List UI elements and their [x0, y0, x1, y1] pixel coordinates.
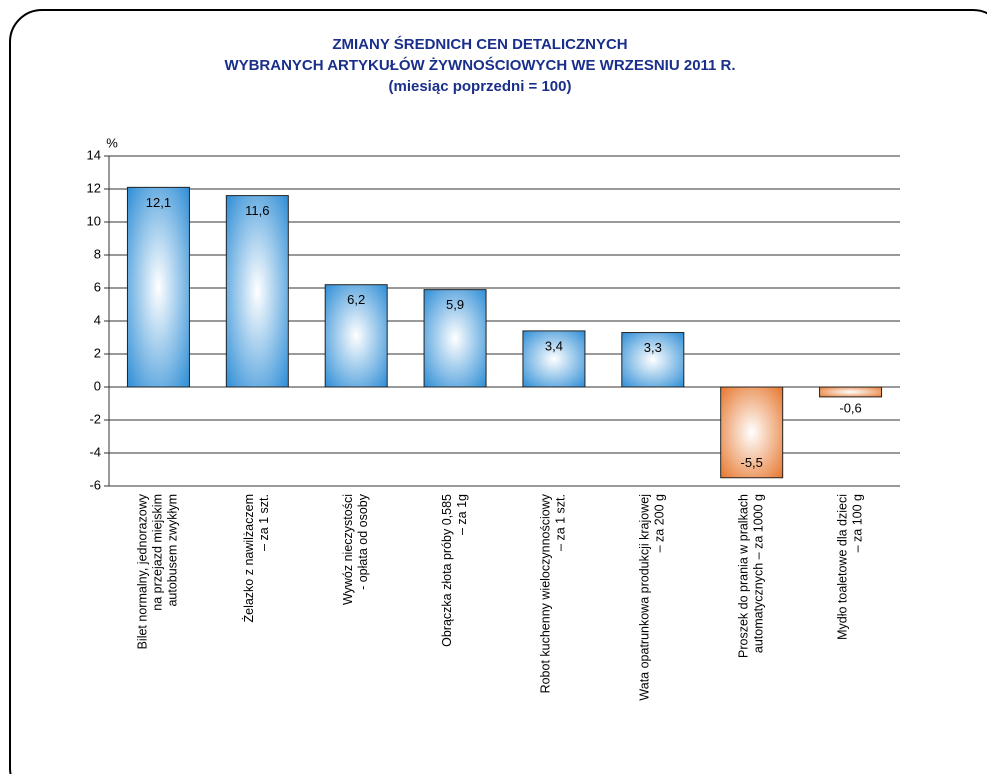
x-tick-label: Obrączka złota próby 0,585	[440, 494, 454, 647]
x-tick-label: – za 100 g	[850, 494, 864, 552]
bar	[126, 186, 190, 388]
x-tick-label: – za 200 g	[653, 494, 667, 552]
data-label: 3,4	[545, 338, 563, 353]
x-tick-label: - opłata od osoby	[356, 493, 370, 590]
frame	[9, 9, 987, 774]
x-tick-label: na przejazd miejskim	[151, 494, 165, 611]
y-tick-label: 6	[94, 279, 101, 294]
data-label: 6,2	[347, 292, 365, 307]
y-tick-label: 4	[94, 312, 101, 327]
y-tick-label: 8	[94, 246, 101, 261]
bar	[819, 386, 883, 398]
x-tick-label: automatycznych – za 1000 g	[751, 494, 765, 653]
bar	[423, 289, 487, 388]
x-tick-label: Robot kuchenny wieloczynnościowy	[539, 493, 553, 693]
y-tick-label: 12	[87, 180, 101, 195]
y-tick-label: -2	[89, 411, 101, 426]
x-tick-label: – za 1 szt.	[257, 494, 271, 551]
data-label: 11,6	[245, 203, 269, 218]
x-tick-label: – za 1 szt.	[554, 494, 568, 551]
x-tick-label: Wywóz nieczystości	[341, 494, 355, 605]
bar	[621, 332, 685, 388]
chart-title: ZMIANY ŚREDNICH CEN DETALICZNYCH	[332, 35, 627, 53]
y-tick-label: 10	[87, 213, 101, 228]
y-tick-label: -6	[89, 477, 101, 492]
x-tick-label: Bilet normalny, jednorazowy	[136, 493, 150, 649]
y-tick-label: 0	[94, 378, 101, 393]
x-tick-label: – za 1g	[455, 494, 469, 535]
x-tick-label: Proszek do prania w pralkach	[736, 494, 750, 658]
x-tick-label: autobusem zwykłym	[166, 494, 180, 607]
data-label: -0,6	[839, 400, 861, 415]
data-label: 12,1	[146, 195, 171, 210]
bar	[324, 284, 388, 388]
y-tick-label: 14	[87, 147, 101, 162]
data-label: -5,5	[740, 455, 762, 470]
bar	[720, 386, 784, 479]
data-label: 3,3	[644, 340, 662, 355]
y-tick-label: 2	[94, 345, 101, 360]
data-label: 5,9	[446, 297, 464, 312]
y-tick-label: -4	[89, 444, 101, 459]
x-tick-label: Mydło toaletowe dla dzieci	[835, 494, 849, 640]
bar	[225, 195, 289, 388]
x-tick-label: Żelazko z nawilżaczem	[242, 494, 256, 623]
y-axis-label: %	[106, 135, 118, 150]
chart-title: WYBRANYCH ARTYKUŁÓW ŻYWNOŚCIOWYCH WE WRZ…	[224, 56, 735, 74]
chart-subtitle: (miesiąc poprzedni = 100)	[389, 78, 572, 95]
bar	[522, 330, 586, 388]
x-tick-label: Wata opatrunkowa produkcji krajowej	[638, 494, 652, 701]
